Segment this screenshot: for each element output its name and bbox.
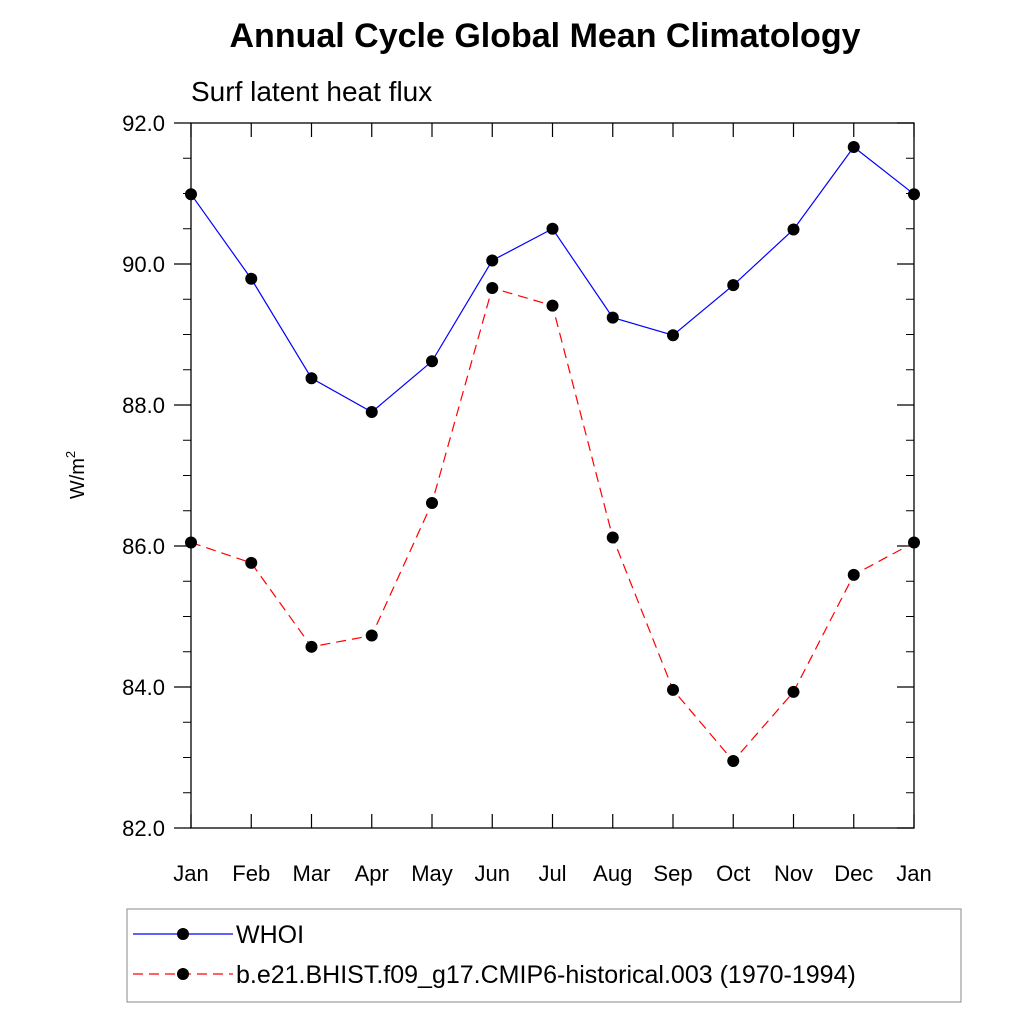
legend-swatch-marker-whoi — [177, 928, 189, 940]
data-point — [787, 685, 800, 698]
data-point — [305, 640, 318, 653]
x-tick-label: Jan — [896, 861, 931, 886]
series-0 — [185, 140, 920, 419]
x-tick-label: Apr — [355, 861, 389, 886]
data-point — [847, 140, 860, 153]
x-tick-label: Aug — [593, 861, 632, 886]
data-point — [245, 556, 258, 569]
x-tick-label: Jun — [475, 861, 510, 886]
axis-layer: Jan Feb Mar Apr May Jun Jul Aug Sep Oct Nov Dec Jan 8… — [122, 111, 932, 886]
y-axis-label-base: W/m — [67, 458, 89, 499]
y-axis-label-superscript: 2 — [63, 451, 78, 458]
y-tick-label: 84.0 — [122, 675, 165, 700]
y-axis-label: W/m2 — [63, 451, 89, 499]
chart-title: Annual Cycle Global Mean Climatology — [230, 17, 861, 55]
plot-frame — [190, 122, 915, 829]
legend-label-cmip6: b.e21.BHIST.f09_g17.CMIP6-historical.003… — [236, 961, 856, 989]
data-point — [426, 496, 438, 509]
data-point — [727, 279, 740, 292]
y-tick-label: 82.0 — [122, 816, 165, 841]
y-tick-label: 90.0 — [122, 252, 165, 277]
x-tick-label: Feb — [232, 861, 270, 886]
x-tick-label: Oct — [716, 861, 750, 886]
chart-subtitle: Surf latent heat flux — [191, 76, 432, 107]
x-tick-label: Jan — [173, 861, 208, 886]
data-point — [426, 355, 438, 368]
x-tick-label: Sep — [653, 861, 692, 886]
series-line — [190, 146, 915, 413]
data-point — [486, 254, 499, 267]
x-tick-label: Nov — [774, 861, 813, 886]
data-point — [365, 629, 378, 642]
data-point — [667, 683, 679, 696]
data-point — [727, 755, 740, 768]
data-point — [847, 568, 860, 581]
legend-entry-whoi: WHOI — [133, 921, 304, 949]
data-point — [245, 272, 258, 285]
legend-label-whoi: WHOI — [236, 921, 304, 949]
x-tick-label: Mar — [293, 861, 331, 886]
data-point — [365, 406, 378, 419]
legend: WHOI b.e21.BHIST.f09_g17.CMIP6-historica… — [126, 908, 962, 1003]
legend-entry-cmip6: b.e21.BHIST.f09_g17.CMIP6-historical.003… — [133, 961, 856, 989]
data-point — [667, 329, 679, 342]
data-point — [787, 223, 800, 236]
series-layer — [185, 140, 920, 768]
legend-box — [126, 908, 962, 1003]
legend-swatch-marker-cmip6 — [177, 968, 189, 980]
data-point — [546, 299, 559, 312]
data-point — [606, 311, 619, 324]
y-tick-label: 86.0 — [122, 534, 165, 559]
data-point — [486, 281, 499, 294]
y-tick-label: 88.0 — [122, 393, 165, 418]
data-point — [546, 222, 559, 235]
x-tick-label: May — [411, 861, 453, 886]
y-tick-label: 92.0 — [122, 111, 165, 136]
data-point — [606, 531, 619, 544]
data-point — [305, 372, 318, 385]
x-tick-label: Dec — [834, 861, 873, 886]
x-tick-label: Jul — [538, 861, 566, 886]
series-1 — [185, 281, 920, 768]
